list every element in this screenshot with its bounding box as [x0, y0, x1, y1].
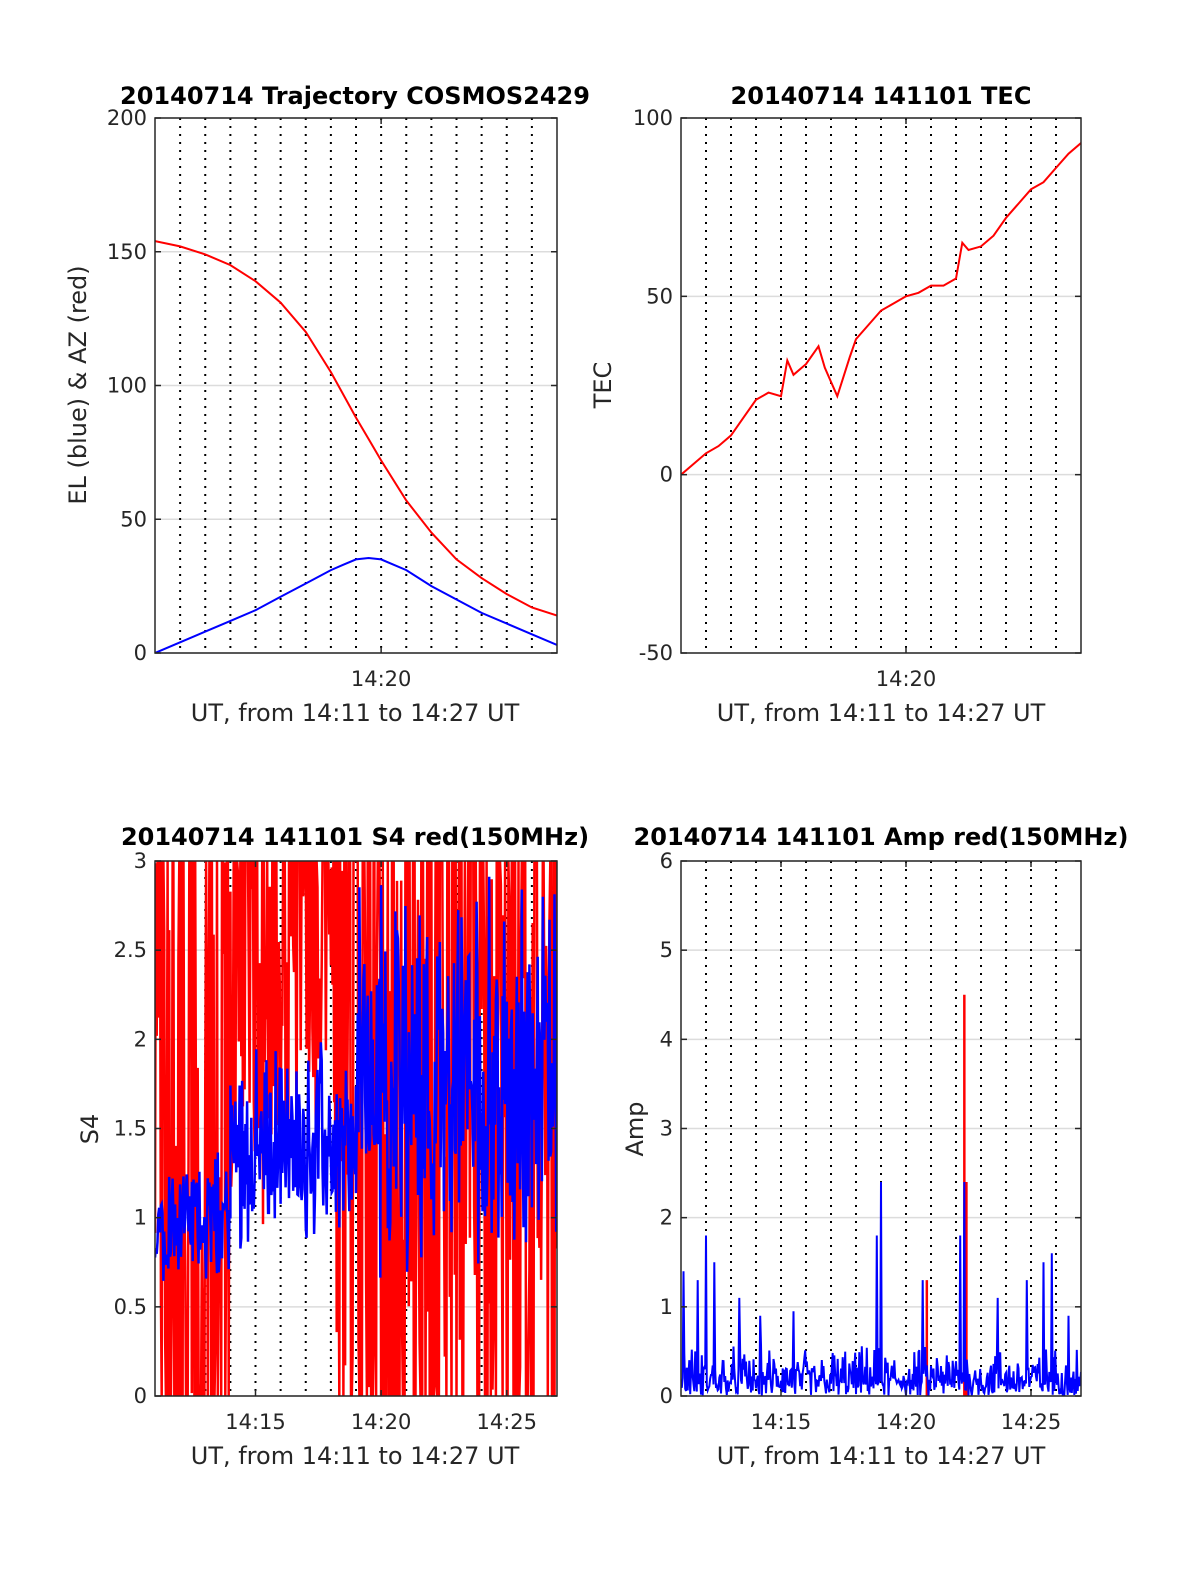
plot-area: -50 0 50 100 14:20 [633, 106, 1082, 691]
x-tick-label: 14:25 [1001, 1410, 1062, 1434]
series-red-line [155, 861, 557, 1396]
y-tick-label: 0 [660, 1384, 673, 1408]
x-axis-label: UT, from 14:11 to 14:27 UT [191, 699, 520, 727]
series-red-line [681, 142, 1081, 476]
y-tick-label: 150 [107, 240, 147, 264]
y-tick-label: 0 [660, 463, 673, 487]
panel-title: 20140714 Trajectory COSMOS2429 [120, 82, 590, 110]
y-tick-label: 0.5 [114, 1295, 147, 1319]
series-blue-line [155, 876, 557, 1281]
y-tick-label: 1.5 [114, 1117, 147, 1141]
series-group [155, 240, 557, 653]
y-tick-label: 2 [134, 1027, 147, 1051]
y-tick-label: 4 [660, 1027, 673, 1051]
y-tick-label: 1 [134, 1206, 147, 1230]
x-tick-label: 14:20 [351, 667, 412, 691]
y-axis-label: Amp [621, 1101, 649, 1156]
y-axis-label: TEC [589, 362, 617, 410]
series-blue-line [155, 556, 557, 653]
y-tick-label: 0 [134, 1384, 147, 1408]
series-blue-line [681, 1181, 1081, 1396]
x-tick-label: 14:20 [351, 1410, 412, 1434]
y-tick-label: 3 [134, 849, 147, 873]
panel-trajectory: 20140714 Trajectory COSMOS2429 0 50 100 150… [64, 82, 590, 727]
panel-title: 20140714 141101 Amp red(150MHz) [634, 823, 1129, 851]
x-tick-label: 14:20 [876, 1410, 937, 1434]
panel-amp: 20140714 141101 Amp red(150MHz) 0 1 2 3 4 5 6 1… [621, 823, 1128, 1470]
plot-area: 0 0.5 1 1.5 2 2.5 3 14:15 14:20 14:25 [114, 849, 558, 1434]
y-tick-label: 50 [120, 507, 147, 531]
y-tick-label: 0 [134, 641, 147, 665]
y-tick-label: 2 [660, 1206, 673, 1230]
x-axis-label: UT, from 14:11 to 14:27 UT [717, 699, 1046, 727]
panel-tec: 20140714 141101 TEC -50 0 50 100 14:20 UT, f… [589, 82, 1082, 727]
plot-area: 0 1 2 3 4 5 6 14:15 14:20 14:25 [660, 849, 1082, 1434]
y-tick-label: 3 [660, 1117, 673, 1141]
x-axis-label: UT, from 14:11 to 14:27 UT [191, 1442, 520, 1470]
panel-title: 20140714 141101 TEC [731, 82, 1032, 110]
panel-s4: 20140714 141101 S4 red(150MHz) 0 0.5 1 1.5 2… [76, 823, 589, 1470]
y-tick-label: 1 [660, 1295, 673, 1319]
series-group [681, 994, 1081, 1396]
y-tick-label: 2.5 [114, 938, 147, 962]
axes-box [680, 117, 1082, 654]
series-red-line [155, 240, 557, 617]
y-axis-label: EL (blue) & AZ (red) [64, 265, 92, 504]
y-tick-label: -50 [639, 641, 673, 665]
x-tick-label: 14:15 [751, 1410, 812, 1434]
series-group [681, 142, 1081, 476]
series-group [155, 861, 557, 1396]
y-tick-label: 200 [107, 106, 147, 130]
y-tick-label: 100 [633, 106, 673, 130]
y-axis-label: S4 [76, 1114, 104, 1145]
plot-area: 0 50 100 150 200 14:20 [107, 106, 558, 691]
x-axis-label: UT, from 14:11 to 14:27 UT [717, 1442, 1046, 1470]
x-tick-label: 14:15 [225, 1410, 286, 1434]
panel-title: 20140714 141101 S4 red(150MHz) [121, 823, 589, 851]
y-tick-label: 50 [646, 284, 673, 308]
x-tick-label: 14:25 [476, 1410, 537, 1434]
x-tick-label: 14:20 [876, 667, 937, 691]
y-tick-label: 5 [660, 938, 673, 962]
y-tick-label: 100 [107, 374, 147, 398]
y-tick-label: 6 [660, 849, 673, 873]
